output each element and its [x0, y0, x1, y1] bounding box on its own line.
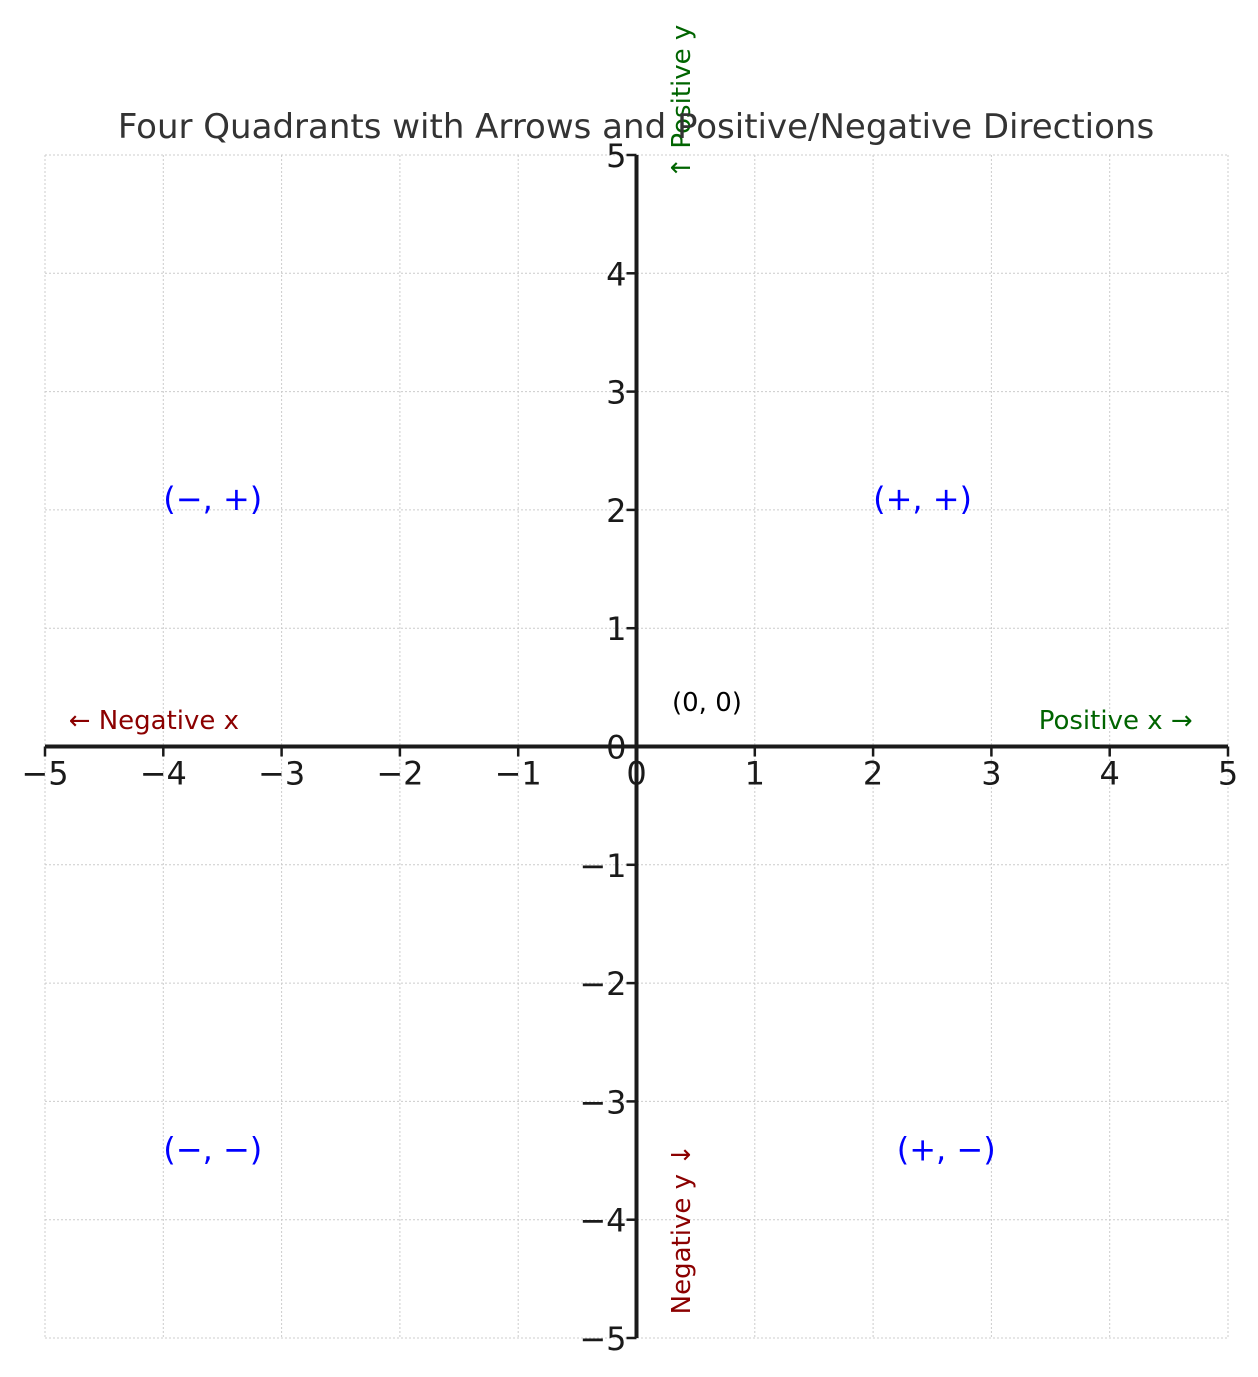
x-tick-label: 4 [1100, 755, 1120, 793]
y-tick-label: 2 [606, 492, 626, 530]
y-tick-label: −3 [579, 1083, 626, 1121]
x-tick-label: 3 [981, 755, 1001, 793]
x-tick-label: −3 [258, 755, 305, 793]
x-tick-label: −4 [140, 755, 187, 793]
y-tick-label: 1 [606, 610, 626, 648]
x-tick-label: 2 [863, 755, 883, 793]
quadrant-label-q2: (−, +) [163, 480, 262, 518]
x-tick-label: 0 [626, 755, 646, 793]
x-tick-label: 5 [1218, 755, 1238, 793]
y-tick-label: −1 [579, 847, 626, 885]
y-tick-label: 5 [606, 137, 626, 175]
y-tick-label: 3 [606, 374, 626, 412]
x-tick-label: −1 [495, 755, 542, 793]
y-tick-label: −2 [579, 965, 626, 1003]
y-tick-label: −5 [579, 1320, 626, 1358]
ticks: −5 −4 −3 −2 −1 0 1 2 3 4 5 −5 −4 −3 −2 −1 0 1 2 3 4 5 [21, 137, 1238, 1358]
positive-y-label: ↑ Positive y [667, 25, 697, 179]
x-tick-label: 1 [745, 755, 765, 793]
quadrant-label-q1: (+, +) [873, 480, 972, 518]
negative-y-label: Negative y ↓ [667, 1144, 697, 1314]
y-tick-label: 0 [606, 729, 626, 767]
positive-x-label: Positive x → [1039, 706, 1193, 736]
negative-x-label: ← Negative x [69, 706, 239, 736]
quadrant-label-q4: (+, −) [897, 1131, 996, 1169]
annotations: (−, +) (+, +) (−, −) (+, −) (0, 0) Positive x… [69, 25, 1193, 1315]
chart-title: Four Quadrants with Arrows and Positive/… [118, 107, 1154, 147]
y-tick-label: −4 [579, 1202, 626, 1240]
origin-label: (0, 0) [672, 688, 742, 718]
quadrant-label-q3: (−, −) [163, 1131, 262, 1169]
x-tick-label: −5 [21, 755, 68, 793]
x-tick-label: −2 [376, 755, 423, 793]
y-tick-label: 4 [606, 255, 626, 293]
